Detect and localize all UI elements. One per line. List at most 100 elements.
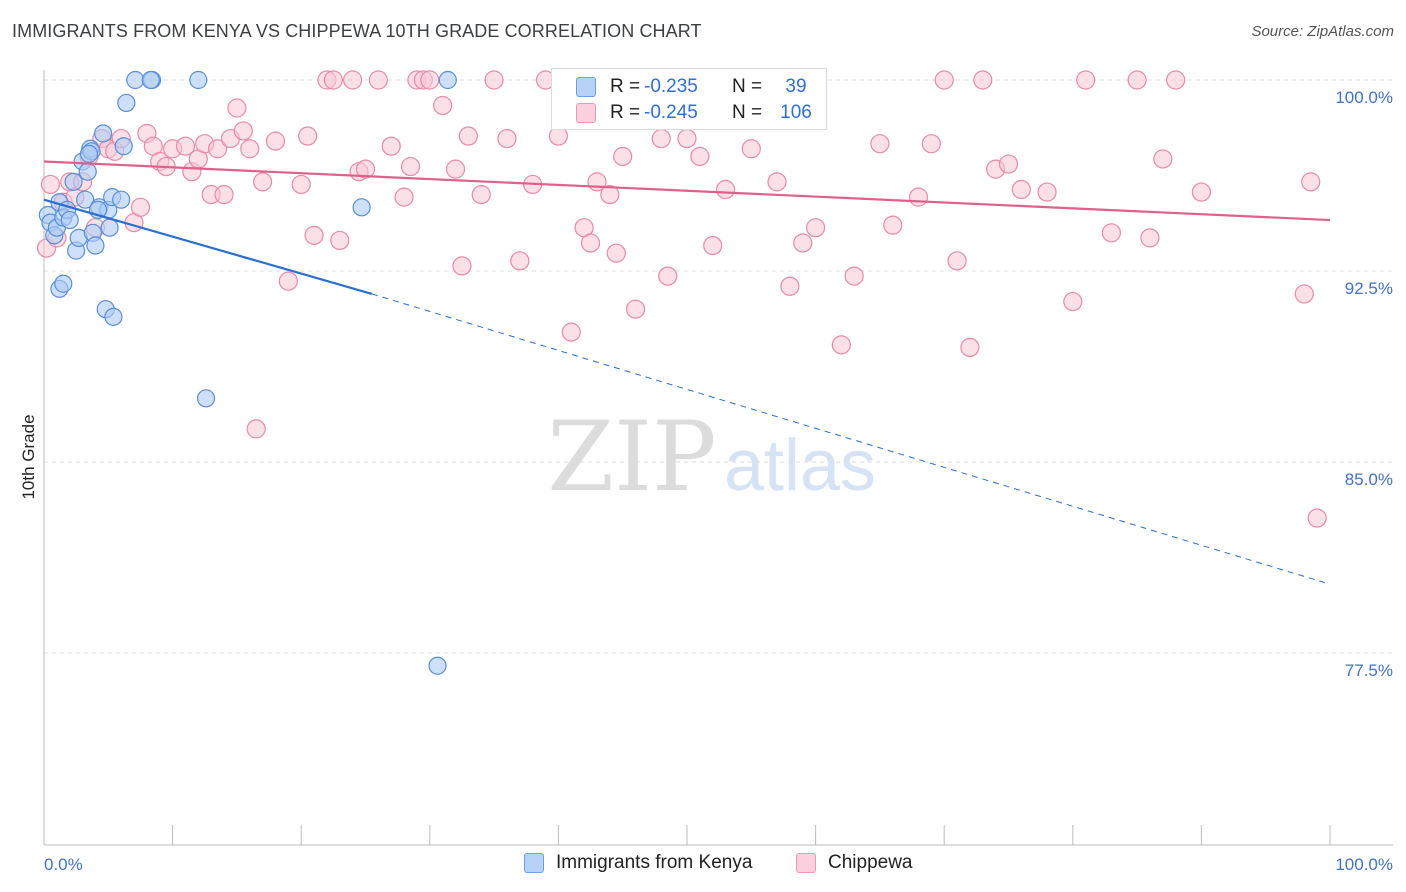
kenya-point xyxy=(141,70,160,90)
kenya-point xyxy=(196,389,216,408)
chippewa-point xyxy=(208,139,228,159)
watermark-zip: ZIP xyxy=(547,401,716,513)
chippewa-point xyxy=(304,225,324,245)
kenya-points xyxy=(38,70,457,675)
kenya-point xyxy=(114,137,133,156)
legend-swatch-kenya xyxy=(576,77,596,97)
kenya-point xyxy=(112,190,131,209)
chippewa-point xyxy=(1037,182,1057,202)
chippewa-point xyxy=(1294,284,1314,304)
chippewa-point xyxy=(323,70,343,90)
chippewa-point xyxy=(1063,291,1083,312)
kenya-point xyxy=(86,236,105,255)
kenya-point xyxy=(54,274,73,293)
kenya-point xyxy=(60,210,79,230)
chippewa-point xyxy=(291,174,311,195)
chippewa-point xyxy=(471,185,491,205)
kenya-point xyxy=(189,70,208,90)
chippewa-point xyxy=(1101,223,1121,243)
chippewa-trend-line xyxy=(43,160,1331,222)
chippewa-point xyxy=(452,256,472,276)
chippewa-point xyxy=(381,136,401,156)
legend-r-value: -0.235 xyxy=(644,76,698,97)
kenya-point xyxy=(64,172,83,191)
y-tick-labels: 100.0% 92.5% 85.0% 77.5% xyxy=(1335,88,1393,680)
chippewa-point xyxy=(130,197,151,217)
x-tick-label-min: 0.0% xyxy=(44,855,83,874)
chippewa-point xyxy=(870,134,890,154)
legend-n-value: 39 xyxy=(785,76,807,97)
chippewa-point xyxy=(606,243,626,263)
watermark-atlas: atlas xyxy=(724,426,876,506)
chippewa-point xyxy=(934,70,954,90)
chippewa-point xyxy=(1191,182,1212,202)
chippewa-point xyxy=(793,233,813,253)
chippewa-point xyxy=(580,233,601,253)
chippewa-point xyxy=(780,276,800,296)
y-axis-label: 10th Grade xyxy=(19,414,38,499)
chippewa-point xyxy=(947,251,967,271)
chippewa-point xyxy=(883,215,903,235)
chippewa-point xyxy=(394,187,414,207)
chippewa-point xyxy=(400,156,421,177)
chippewa-point xyxy=(355,159,376,179)
chippewa-point xyxy=(433,95,453,116)
kenya-trend-extension xyxy=(371,293,1331,585)
chippewa-point xyxy=(767,172,787,192)
grid-lines xyxy=(44,79,1393,654)
chippewa-point xyxy=(625,299,646,319)
y-tick-label: 100.0% xyxy=(1335,88,1393,107)
bottom-legend-swatch-kenya xyxy=(524,853,544,873)
chippewa-point xyxy=(831,335,851,355)
kenya-point xyxy=(428,656,447,675)
source-label: Source: ZipAtlas.com xyxy=(1251,23,1394,40)
chippewa-point xyxy=(908,187,929,207)
kenya-point xyxy=(104,307,123,326)
chippewa-point xyxy=(445,159,466,179)
chippewa-point xyxy=(246,419,266,439)
chippewa-point xyxy=(1307,508,1327,528)
legend-swatch-chippewa xyxy=(576,103,596,123)
chippewa-points xyxy=(36,70,1327,528)
chippewa-point xyxy=(844,266,864,286)
stats-legend: R = -0.235 N = 39 R = -0.245 N = 106 xyxy=(551,68,827,130)
watermark: ZIP atlas xyxy=(547,401,876,513)
chippewa-point xyxy=(214,185,234,205)
chippewa-point xyxy=(600,185,620,205)
trend-lines xyxy=(43,160,1331,585)
kenya-point xyxy=(438,70,457,90)
chippewa-point xyxy=(368,70,388,90)
kenya-point xyxy=(126,70,145,90)
bottom-legend-label-chippewa: Chippewa xyxy=(828,852,913,873)
chippewa-point xyxy=(998,154,1019,174)
legend-r-label: R = xyxy=(610,76,641,97)
chippewa-point xyxy=(741,139,761,159)
chart-title: IMMIGRANTS FROM KENYA VS CHIPPEWA 10TH G… xyxy=(12,21,702,41)
chippewa-point xyxy=(715,179,736,200)
chippewa-point xyxy=(484,70,504,90)
chippewa-point xyxy=(233,121,253,141)
chippewa-point xyxy=(1127,70,1147,90)
legend-n-label: N = xyxy=(732,102,763,123)
chippewa-point xyxy=(510,251,530,271)
chippewa-point xyxy=(960,337,980,357)
chippewa-point xyxy=(227,98,247,118)
bottom-legend-swatch-chippewa xyxy=(796,853,816,873)
chippewa-point xyxy=(1301,172,1321,192)
chippewa-point xyxy=(690,146,710,166)
chippewa-point xyxy=(651,128,671,149)
kenya-point xyxy=(352,198,371,217)
chippewa-point xyxy=(298,126,318,146)
kenya-point xyxy=(100,218,119,237)
bottom-legend-label-kenya: Immigrants from Kenya xyxy=(556,852,753,873)
chippewa-point xyxy=(677,128,697,149)
chippewa-point xyxy=(1011,179,1031,200)
chippewa-point xyxy=(265,131,286,151)
chippewa-point xyxy=(561,322,581,342)
chippewa-point xyxy=(253,172,273,192)
legend-r-value: -0.245 xyxy=(644,102,698,123)
chippewa-point xyxy=(458,126,478,146)
chippewa-point xyxy=(921,134,941,154)
chippewa-point xyxy=(240,139,260,159)
